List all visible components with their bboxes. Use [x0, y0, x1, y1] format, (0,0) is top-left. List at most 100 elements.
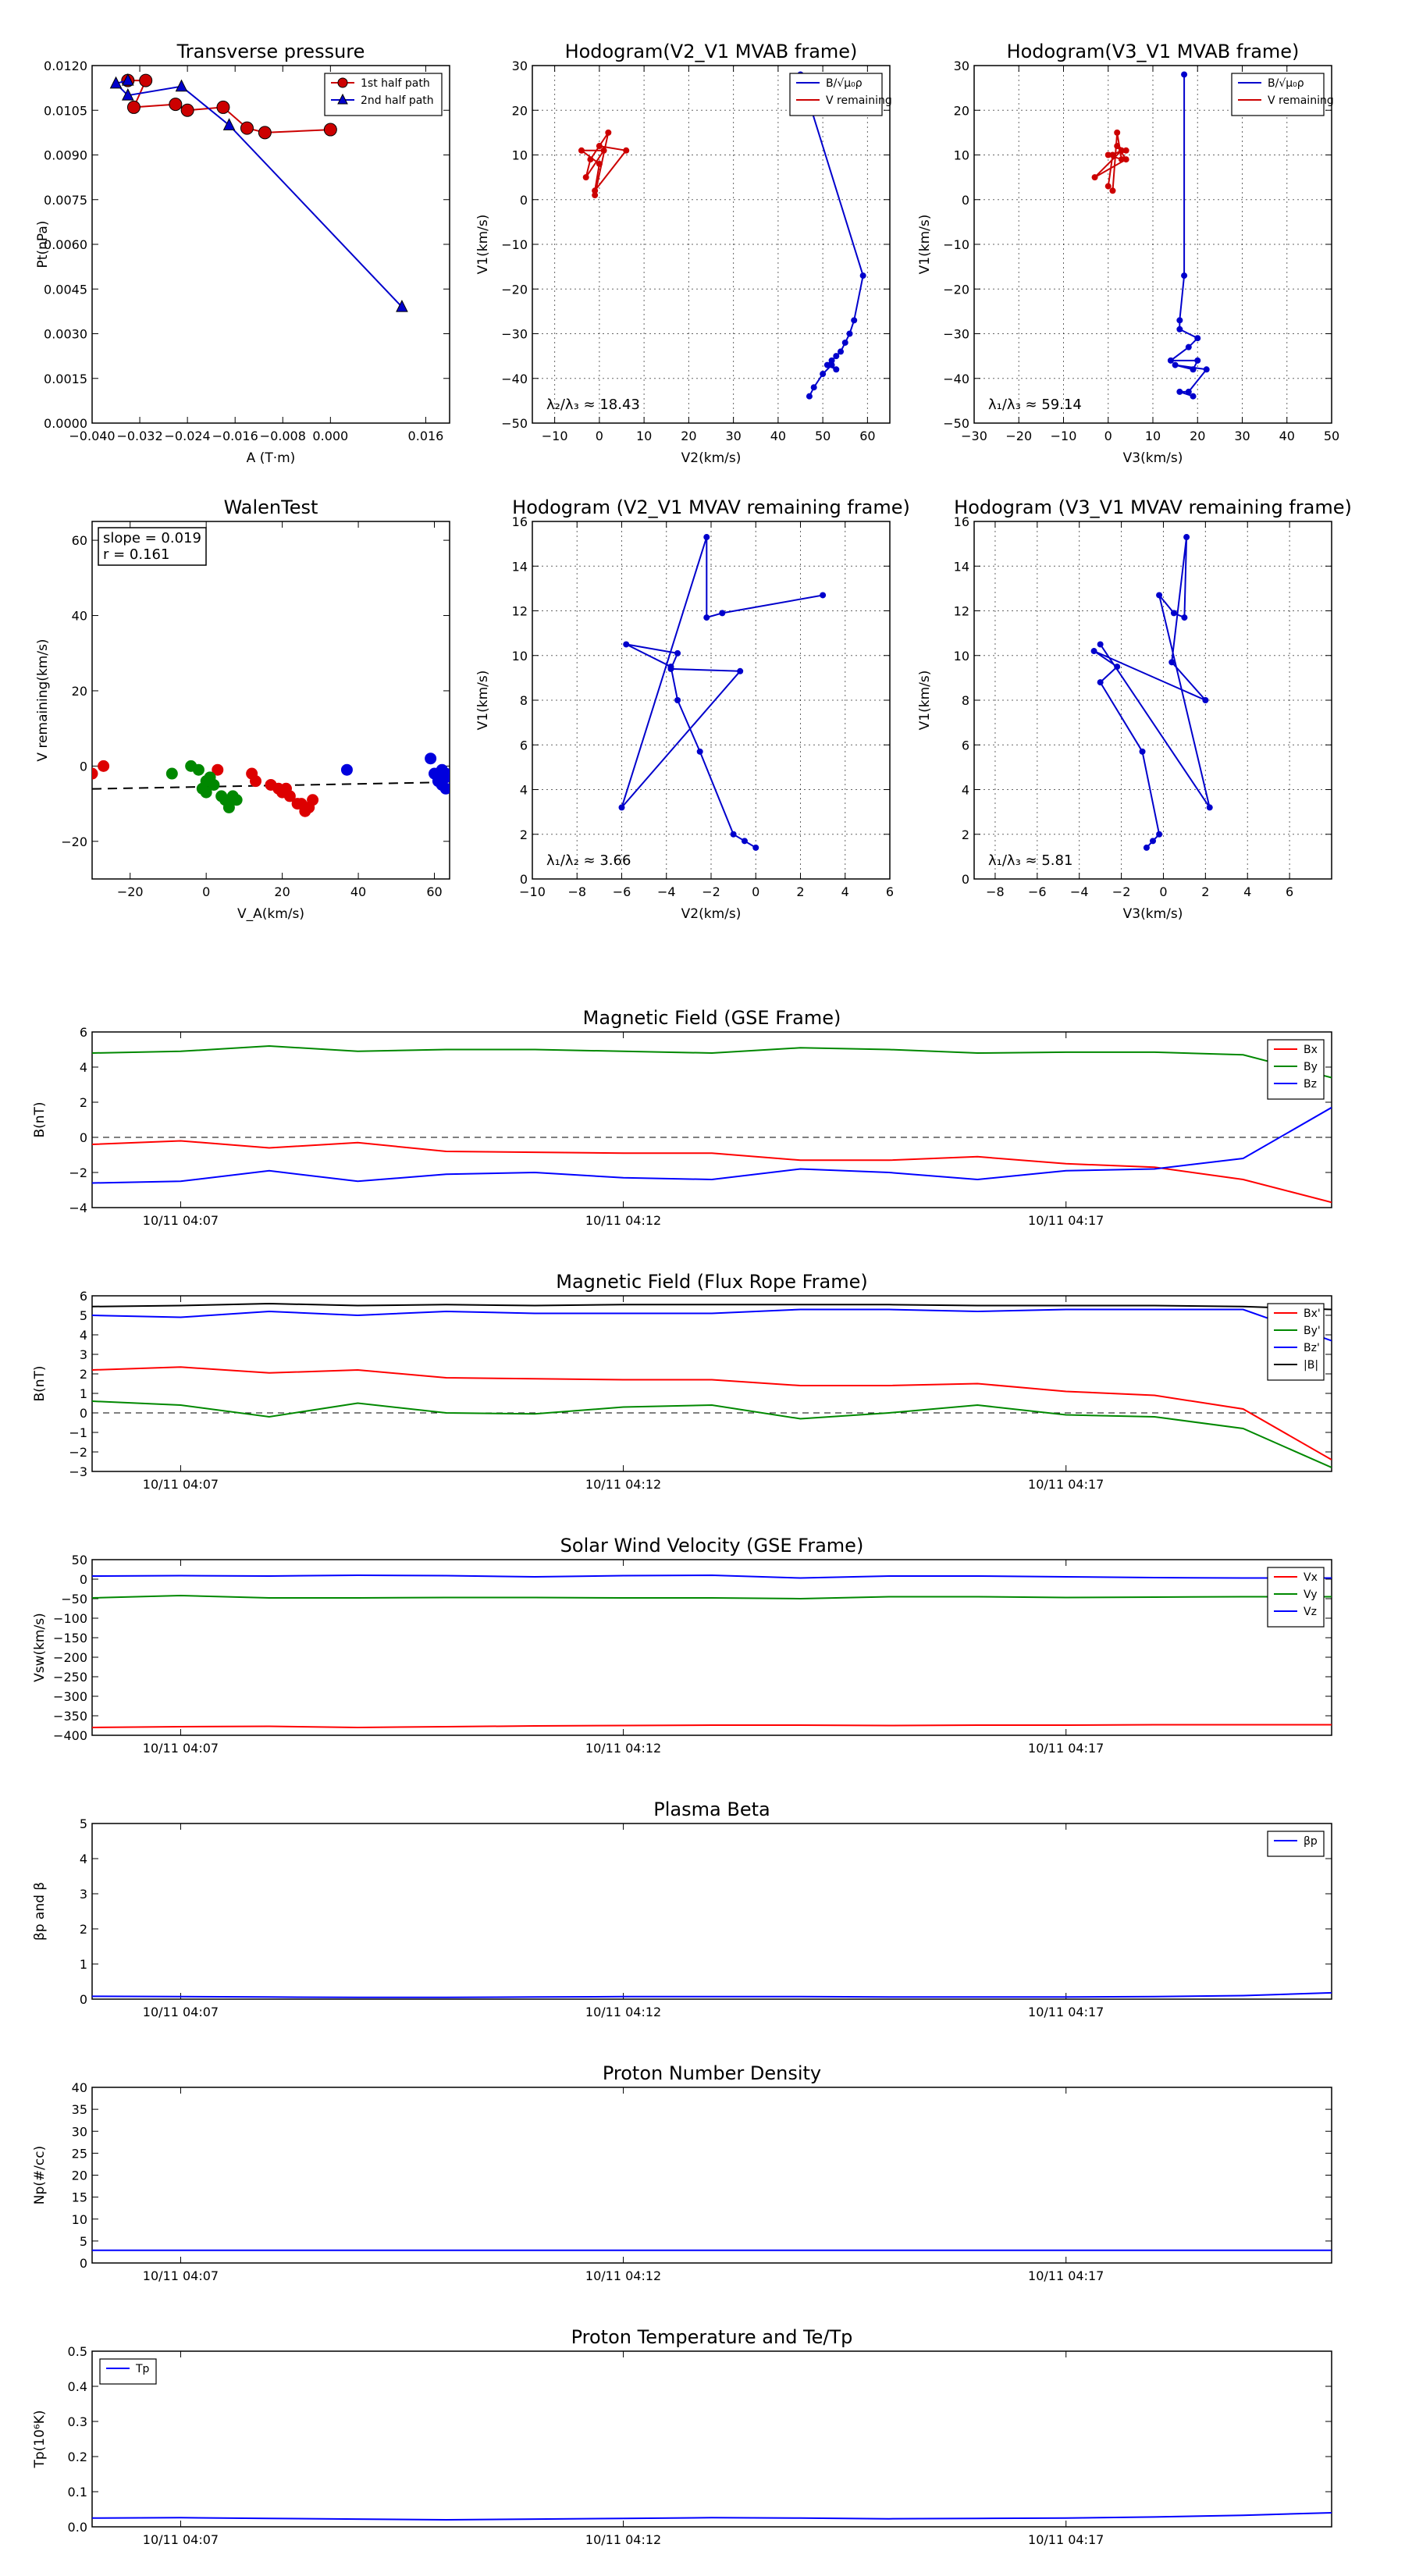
legend-label: V remaining	[826, 94, 892, 107]
series-V-0-line	[1094, 536, 1211, 849]
series-Vy-1-line	[92, 1594, 1332, 1600]
ratio-annotation: λ₁/λ₃ ≈ 59.14	[988, 397, 1082, 413]
y-tick-label: 60	[72, 533, 87, 548]
data-point	[1176, 317, 1183, 324]
chart-title: Hodogram (V3_V1 MVAV remaining frame)	[954, 496, 1352, 518]
legend-label: By	[1304, 1061, 1318, 1073]
chart-tp2: Proton Temperature and Te/Tp 10/11 04:07 1…	[32, 2326, 1332, 2547]
y-tick-label: 35	[72, 2102, 87, 2117]
data-point	[1104, 151, 1112, 158]
data-point	[696, 748, 703, 755]
chart-title: Hodogram (V2_V1 MVAV remaining frame)	[512, 496, 910, 518]
x-tick-label: 0.016	[408, 429, 444, 443]
data-point	[121, 88, 134, 101]
y-tick-label: −50	[501, 416, 528, 431]
data-point	[1122, 147, 1129, 154]
data-point	[1167, 357, 1174, 364]
data-point	[1114, 129, 1121, 136]
y-tick-label: 0	[962, 872, 969, 887]
y-axis-label: Vsw(km/s)	[32, 1613, 48, 1682]
y-tick-label: 20	[72, 2169, 87, 2183]
y-tick-label: 30	[954, 59, 969, 73]
legend-marker	[337, 93, 348, 105]
y-tick-label: −2	[69, 1445, 87, 1460]
x-tick-label: 4	[841, 884, 849, 899]
y-tick-label: 0	[520, 872, 528, 887]
x-tick-label: 40	[1279, 429, 1295, 443]
chart-hodo2: Hodogram(V3_V1 MVAB frame) −30 −20 −10 0 10 20…	[917, 41, 1339, 466]
x-tick-label: 50	[815, 429, 831, 443]
data-point	[582, 174, 589, 181]
data-point	[592, 192, 599, 199]
y-tick-label: 4	[520, 783, 528, 798]
y-tick-label: 8	[520, 693, 528, 708]
y-axis-label: βp and β	[32, 1882, 48, 1941]
y-tick-label: 0.4	[68, 2379, 87, 2394]
chart-bgse: Magnetic Field (GSE Frame) 10/11 04:07 10/…	[32, 1007, 1332, 1228]
y-tick-label: −10	[943, 237, 969, 252]
data-point	[1156, 592, 1163, 599]
y-tick-label: 0	[80, 1130, 87, 1145]
x-tick-label: 0	[1104, 429, 1112, 443]
chart-hodo3: Hodogram (V2_V1 MVAV remaining frame) −10…	[475, 496, 910, 922]
data-point	[1203, 366, 1210, 373]
x-tick-label: 10/11 04:07	[143, 1213, 219, 1228]
x-tick-label: −6	[613, 884, 631, 899]
y-tick-label: 6	[962, 738, 969, 753]
x-tick-label: −2	[1112, 884, 1131, 899]
data-point	[92, 767, 98, 780]
y-tick-label: 10	[512, 148, 528, 163]
legend-label: By'	[1304, 1325, 1321, 1337]
chart-tp: Transverse pressure−0.040 −0.032 −0.024 −0.…	[35, 41, 450, 466]
data-point	[1185, 343, 1192, 350]
data-point	[1181, 272, 1188, 279]
y-tick-label: 0.0030	[44, 327, 87, 342]
x-tick-label: 10/11 04:17	[1028, 1213, 1104, 1228]
plot-area	[92, 1991, 1332, 1998]
x-tick-label: 10	[1145, 429, 1161, 443]
legend-label: 1st half path	[361, 77, 430, 90]
x-tick-label: 20	[681, 429, 696, 443]
data-point	[1194, 357, 1201, 364]
data-point	[396, 300, 408, 312]
data-point	[299, 805, 311, 817]
data-point	[737, 667, 744, 674]
axes-frame	[91, 1295, 1332, 1472]
chart-title: Magnetic Field (GSE Frame)	[583, 1007, 841, 1029]
y-tick-label: 14	[512, 559, 528, 574]
data-point	[307, 794, 319, 806]
data-point	[340, 763, 353, 776]
x-tick-label: 10/11 04:17	[1028, 1477, 1104, 1492]
data-point	[823, 361, 831, 368]
ratio-annotation: λ₂/λ₃ ≈ 18.43	[546, 397, 640, 413]
data-point	[240, 121, 254, 135]
x-tick-label: 10/11 04:17	[1028, 1741, 1104, 1756]
y-tick-label: −1	[69, 1425, 87, 1440]
x-tick-label: −6	[1028, 884, 1047, 899]
y-tick-label: −20	[943, 282, 969, 297]
data-point	[596, 143, 603, 150]
data-point	[1090, 648, 1097, 655]
legend-label: βp	[1304, 1835, 1318, 1848]
series-Bx-0-line	[92, 1140, 1332, 1204]
y-tick-label: 5	[80, 2234, 87, 2249]
data-point	[1104, 183, 1112, 190]
y-axis-label: Pt(nPa)	[35, 221, 51, 269]
data-point	[1114, 664, 1121, 671]
plot-area	[92, 2512, 1332, 2521]
y-tick-label: 25	[72, 2146, 87, 2161]
x-tick-label: 6	[1286, 884, 1293, 899]
data-point	[1143, 844, 1150, 851]
y-tick-label: 0.0060	[44, 237, 87, 252]
data-point	[175, 79, 188, 92]
plot-area	[618, 534, 827, 851]
x-tick-label: 0	[596, 429, 603, 443]
x-axis-label: V2(km/s)	[681, 450, 742, 466]
y-tick-label: 0.0000	[44, 416, 87, 431]
data-point	[1176, 388, 1183, 395]
legend-label: B/√μ₀ρ	[1268, 77, 1304, 90]
data-point	[1183, 534, 1190, 541]
data-point	[719, 610, 726, 617]
legend-box	[1267, 1831, 1325, 1857]
y-tick-label: −150	[53, 1631, 87, 1646]
